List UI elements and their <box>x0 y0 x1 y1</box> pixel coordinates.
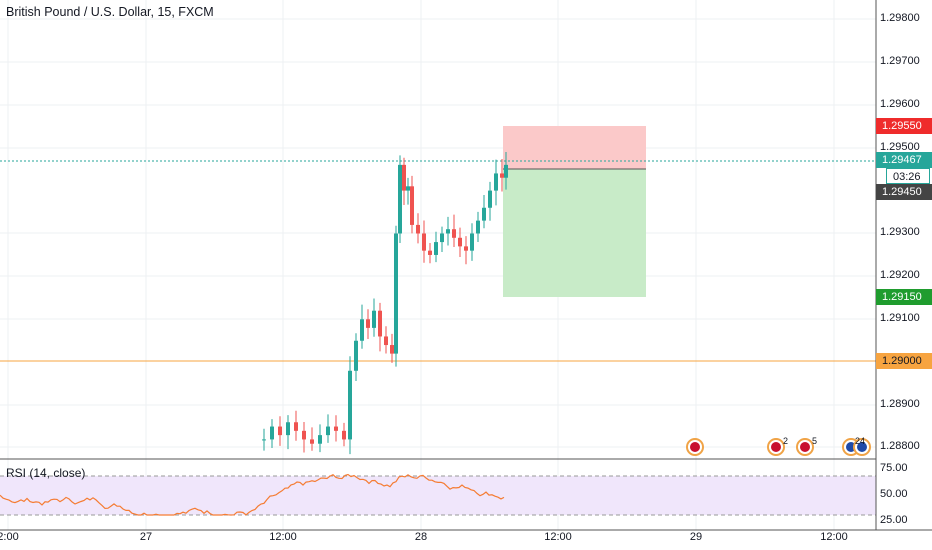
candle-body <box>354 340 358 371</box>
rsi-line <box>0 473 505 516</box>
time-label: 28 <box>414 531 428 543</box>
bar-countdown: 03:26 <box>886 168 930 184</box>
event-count: 2 <box>783 436 789 446</box>
candle-body <box>378 310 382 337</box>
event-count: 5 <box>812 436 818 446</box>
candle-body <box>390 345 394 354</box>
uk-flag-event-icon[interactable] <box>767 438 785 456</box>
event-count: 24 <box>855 436 866 446</box>
candle-body <box>458 237 462 247</box>
candle-body <box>494 173 498 191</box>
candle-body <box>334 426 338 431</box>
candle-body <box>372 310 376 328</box>
candle-body <box>310 439 314 444</box>
candle-body <box>410 186 414 225</box>
target-price-tag: 1.29150 <box>876 289 932 305</box>
candle-body <box>482 207 486 221</box>
candles <box>262 152 508 455</box>
candle-body <box>278 426 282 436</box>
candle-body <box>318 435 322 444</box>
candle-body <box>446 229 450 234</box>
rsi-axis-label: 50.00 <box>880 488 908 500</box>
chart-title: British Pound / U.S. Dollar, 15, FXCM <box>6 5 214 19</box>
rsi-axis-label: 75.00 <box>880 462 908 474</box>
time-label: 12:00 <box>820 531 848 543</box>
candle-body <box>470 233 474 251</box>
uk-flag-event-icon[interactable] <box>796 438 814 456</box>
price-label: 1.29600 <box>880 98 920 110</box>
time-label: 29 <box>689 531 703 543</box>
candle-body <box>504 164 508 178</box>
price-label: 1.29800 <box>880 12 920 24</box>
candle-body <box>500 173 504 178</box>
candle-body <box>422 233 426 251</box>
rsi-axis-label: 25.00 <box>880 514 908 526</box>
candle-body <box>402 164 406 191</box>
candle-body <box>440 233 444 243</box>
candle-body <box>270 426 274 440</box>
price-label: 1.29700 <box>880 55 920 67</box>
candle-body <box>360 319 364 341</box>
candle-body <box>428 250 432 255</box>
rsi-label: RSI (14, close) <box>6 466 86 480</box>
candle-body <box>464 246 468 251</box>
candle-body <box>434 242 438 255</box>
candle-body <box>262 439 266 441</box>
time-label: 2:00 <box>0 531 19 543</box>
candle-body <box>302 430 306 440</box>
candle-body <box>416 224 420 234</box>
price-label: 1.28800 <box>880 440 920 452</box>
entry-price-tag: 1.29450 <box>876 184 932 200</box>
candle-body <box>294 422 298 431</box>
price-label: 1.29300 <box>880 226 920 238</box>
candle-body <box>366 319 370 328</box>
price-label: 1.29500 <box>880 141 920 153</box>
uk-flag-event-icon[interactable] <box>686 438 704 456</box>
time-label: 12:00 <box>269 531 297 543</box>
price-label: 1.29100 <box>880 312 920 324</box>
time-label: 12:00 <box>544 531 572 543</box>
candle-body <box>342 430 346 440</box>
candle-body <box>488 190 492 208</box>
last-price-tag: 1.29467 <box>876 152 932 168</box>
candle-body <box>286 422 290 436</box>
us-flag-event-icon[interactable] <box>853 438 871 456</box>
price-label: 1.28900 <box>880 398 920 410</box>
candle-body <box>326 426 330 436</box>
candle-body <box>394 233 398 354</box>
stop-zone[interactable] <box>503 126 646 169</box>
candle-body <box>406 186 410 191</box>
target-zone[interactable] <box>503 169 646 297</box>
time-label: 27 <box>139 531 153 543</box>
level-price-tag: 1.29000 <box>876 353 932 369</box>
candle-body <box>452 229 456 238</box>
candle-body <box>348 370 352 440</box>
grid-lines <box>0 0 876 530</box>
candle-body <box>384 336 388 346</box>
stop-price-tag: 1.29550 <box>876 118 932 134</box>
candle-body <box>476 220 480 234</box>
candle-body <box>398 164 402 234</box>
price-label: 1.29200 <box>880 269 920 281</box>
